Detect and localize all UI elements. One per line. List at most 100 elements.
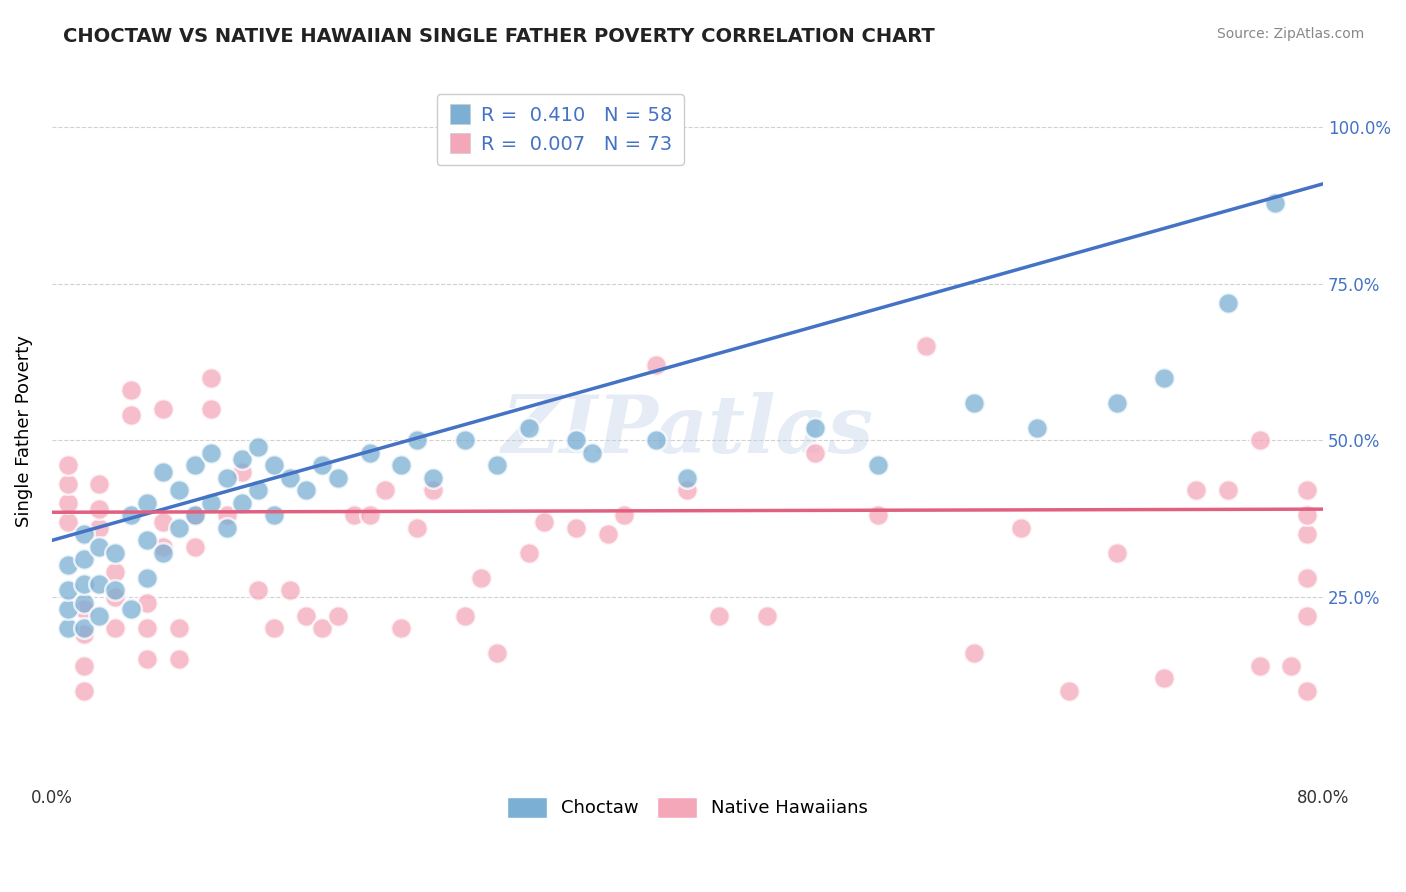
Point [89, 477, 111, 491]
Point [295, 483, 318, 498]
Point [868, 458, 890, 473]
Point [184, 508, 207, 523]
Point [184, 540, 207, 554]
Point [152, 540, 174, 554]
Point [56, 477, 79, 491]
Point [1279, 658, 1302, 673]
Point [1010, 521, 1032, 535]
Point [454, 608, 477, 623]
Point [470, 571, 492, 585]
Point [326, 608, 349, 623]
Point [200, 370, 222, 384]
Point [644, 434, 666, 448]
Point [1153, 671, 1175, 685]
Point [167, 621, 190, 635]
Point [803, 446, 825, 460]
Point [914, 339, 936, 353]
Point [72, 683, 94, 698]
Point [120, 602, 142, 616]
Point [56, 621, 79, 635]
Point [263, 508, 285, 523]
Point [136, 533, 159, 548]
Point [1105, 546, 1128, 560]
Point [359, 508, 381, 523]
Point [1185, 483, 1208, 498]
Point [167, 521, 190, 535]
Point [1296, 683, 1319, 698]
Point [1057, 683, 1080, 698]
Point [231, 465, 253, 479]
Point [868, 508, 890, 523]
Point [152, 465, 174, 479]
Point [962, 396, 984, 410]
Point [1216, 483, 1239, 498]
Point [56, 515, 79, 529]
Point [136, 571, 159, 585]
Point [389, 458, 412, 473]
Point [311, 458, 333, 473]
Point [311, 621, 333, 635]
Point [565, 434, 588, 448]
Point [136, 496, 159, 510]
Point [72, 552, 94, 566]
Point [389, 621, 412, 635]
Point [374, 483, 396, 498]
Point [89, 521, 111, 535]
Point [1296, 571, 1319, 585]
Point [422, 483, 444, 498]
Point [326, 471, 349, 485]
Text: ZIPatlas: ZIPatlas [502, 392, 873, 470]
Point [89, 502, 111, 516]
Point [72, 527, 94, 541]
Point [56, 602, 79, 616]
Point [200, 446, 222, 460]
Point [343, 508, 366, 523]
Point [184, 508, 207, 523]
Point [56, 458, 79, 473]
Point [167, 483, 190, 498]
Point [89, 577, 111, 591]
Point [485, 646, 508, 660]
Point [1153, 370, 1175, 384]
Point [215, 508, 238, 523]
Point [596, 527, 619, 541]
Point [295, 608, 318, 623]
Point [517, 546, 540, 560]
Point [1216, 295, 1239, 310]
Point [72, 658, 94, 673]
Point [184, 458, 207, 473]
Point [72, 602, 94, 616]
Point [1249, 658, 1271, 673]
Legend: Choctaw, Native Hawaiians: Choctaw, Native Hawaiians [499, 789, 875, 825]
Point [1296, 508, 1319, 523]
Point [533, 515, 555, 529]
Point [454, 434, 477, 448]
Point [422, 471, 444, 485]
Point [1296, 527, 1319, 541]
Point [136, 652, 159, 666]
Point [56, 558, 79, 573]
Point [215, 521, 238, 535]
Point [709, 608, 731, 623]
Point [962, 646, 984, 660]
Point [215, 471, 238, 485]
Point [89, 608, 111, 623]
Point [72, 621, 94, 635]
Point [72, 596, 94, 610]
Point [56, 583, 79, 598]
Point [104, 565, 127, 579]
Point [120, 508, 142, 523]
Point [1105, 396, 1128, 410]
Point [152, 546, 174, 560]
Point [613, 508, 636, 523]
Point [200, 402, 222, 417]
Point [676, 471, 699, 485]
Point [72, 627, 94, 641]
Point [263, 458, 285, 473]
Point [120, 409, 142, 423]
Point [278, 583, 301, 598]
Point [581, 446, 603, 460]
Point [1296, 483, 1319, 498]
Point [644, 358, 666, 372]
Point [1026, 421, 1049, 435]
